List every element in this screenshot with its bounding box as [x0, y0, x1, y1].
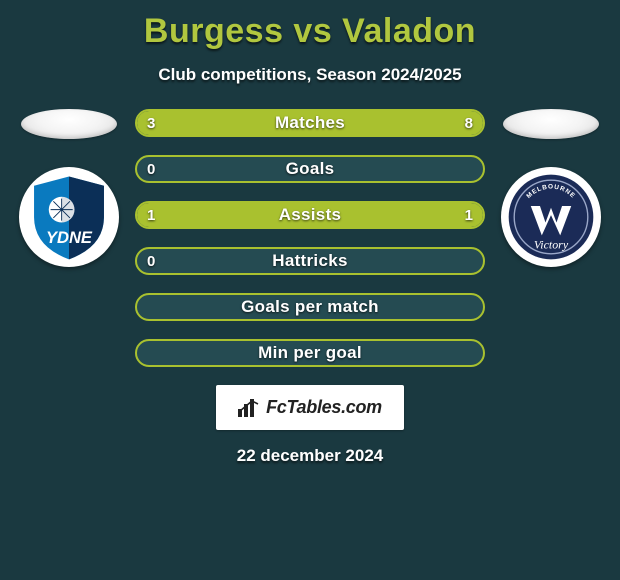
- footer-date: 22 december 2024: [237, 446, 384, 466]
- stat-value-left: 3: [147, 111, 155, 135]
- stat-label: Hattricks: [137, 249, 483, 273]
- right-player-column: MELBOURNE Victory: [501, 109, 601, 267]
- infographic-root: Burgess vs Valadon Club competitions, Se…: [0, 0, 620, 466]
- main-row: YDNE Matches38Goals0Assists11Hattricks0G…: [0, 109, 620, 367]
- stat-bar: Goals0: [135, 155, 485, 183]
- page-title: Burgess vs Valadon: [144, 12, 476, 51]
- stat-value-right: 8: [465, 111, 473, 135]
- fctables-logo-icon: [238, 399, 260, 417]
- stat-bar: Hattricks0: [135, 247, 485, 275]
- right-club-badge: MELBOURNE Victory: [501, 167, 601, 267]
- left-badge-text: YDNE: [46, 228, 93, 247]
- stat-value-left: 1: [147, 203, 155, 227]
- page-subtitle: Club competitions, Season 2024/2025: [158, 65, 461, 85]
- right-head-placeholder-icon: [503, 109, 599, 139]
- stat-bar: Matches3 8: [135, 109, 485, 137]
- left-player-column: YDNE: [19, 109, 119, 267]
- melbourne-victory-badge-icon: MELBOURNE Victory: [505, 171, 597, 263]
- comparison-bars: Matches38Goals0Assists11Hattricks0Goals …: [135, 109, 485, 367]
- stat-label: Min per goal: [137, 341, 483, 365]
- stat-label: Matches: [137, 111, 483, 135]
- stat-bar: Goals per match: [135, 293, 485, 321]
- right-badge-text: Victory: [534, 237, 569, 251]
- stat-bar: Assists1 1: [135, 201, 485, 229]
- sydney-fc-badge-icon: YDNE: [23, 171, 115, 263]
- stat-label: Assists: [137, 203, 483, 227]
- left-club-badge: YDNE: [19, 167, 119, 267]
- stat-value-left: 0: [147, 249, 155, 273]
- stat-label: Goals per match: [137, 295, 483, 319]
- brand-text: FcTables.com: [266, 397, 382, 418]
- stat-value-left: 0: [147, 157, 155, 181]
- stat-value-right: 1: [465, 203, 473, 227]
- stat-bar: Min per goal: [135, 339, 485, 367]
- stat-label: Goals: [137, 157, 483, 181]
- brand-badge: FcTables.com: [216, 385, 404, 430]
- left-head-placeholder-icon: [21, 109, 117, 139]
